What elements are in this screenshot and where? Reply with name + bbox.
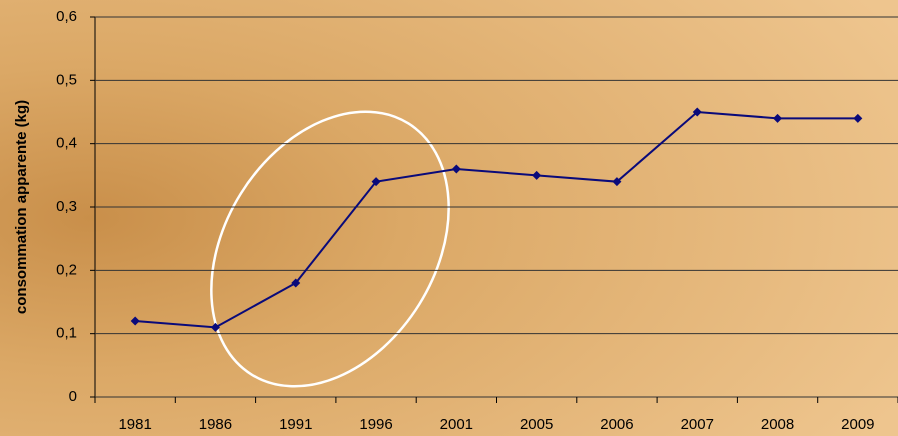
y-axis-label: consommation apparente (kg) (13, 100, 30, 314)
y-tick-label: 0,5 (56, 71, 77, 88)
data-point (612, 177, 622, 187)
highlight-ellipse (210, 110, 450, 388)
data-point (692, 107, 702, 117)
y-tick-label: 0,3 (56, 198, 77, 215)
y-tick-label: 0,4 (56, 135, 77, 152)
series-line (135, 110, 858, 329)
data-point (291, 278, 301, 288)
data-point (773, 113, 783, 123)
data-point (532, 170, 542, 180)
x-tick-label: 2006 (600, 416, 633, 433)
x-tick-label: 2007 (681, 416, 714, 433)
x-tick-label: 1991 (279, 416, 312, 433)
y-tick-label: 0,6 (56, 8, 77, 25)
x-tick-label: 2001 (440, 416, 473, 433)
data-point (853, 113, 863, 123)
x-tick-label: 1981 (118, 416, 151, 433)
x-tick-label: 2008 (761, 416, 794, 433)
data-point (210, 322, 220, 332)
x-tick-label: 2005 (520, 416, 553, 433)
data-point (371, 177, 381, 187)
data-point (130, 316, 140, 326)
data-point (451, 164, 461, 174)
y-tick-label: 0,2 (56, 261, 77, 278)
x-tick-label: 2009 (841, 416, 874, 433)
y-tick-label: 0 (69, 388, 77, 405)
y-tick-label: 0,1 (56, 325, 77, 342)
x-tick-label: 1986 (199, 416, 232, 433)
x-tick-label: 1996 (359, 416, 392, 433)
